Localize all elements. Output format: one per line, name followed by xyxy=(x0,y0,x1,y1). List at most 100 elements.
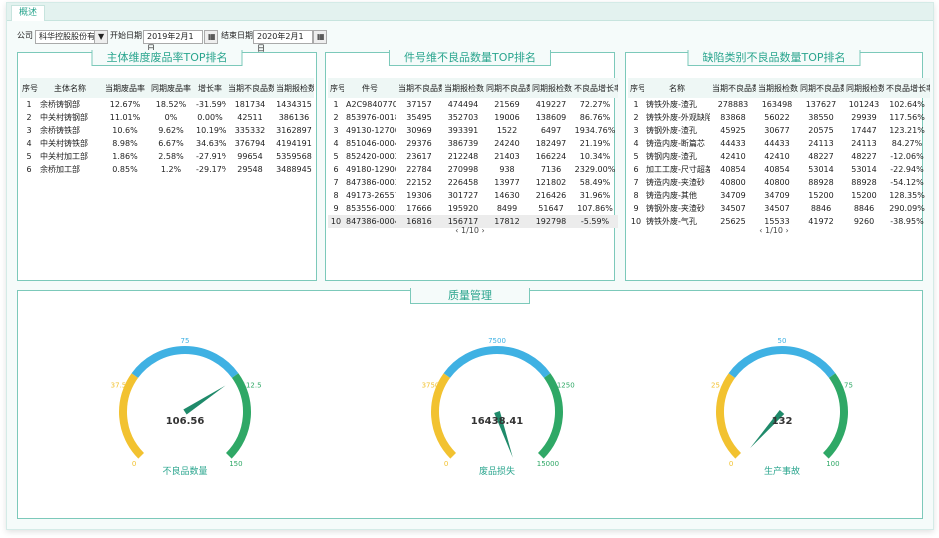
table-cell: 6 xyxy=(633,165,639,174)
table-row[interactable]: 6 余桥加工部 0.85% 1.2% -29.17% 29548 3488945 xyxy=(20,163,314,176)
table-cell: 847386-0004 xyxy=(344,215,396,228)
table-row[interactable]: 4 851046-0004 29376 386739 24240 182497 21.19% xyxy=(328,137,618,150)
table-cell: 3 xyxy=(633,126,639,135)
column-header: 名称 xyxy=(644,78,710,98)
table-cell: 3 xyxy=(333,126,339,135)
table-cell: 1 xyxy=(333,100,339,109)
table-row[interactable]: 4 铸造内废-断篇芯 44433 44433 24113 24113 84.27% xyxy=(628,137,930,150)
table-cell: 216426 xyxy=(535,191,567,200)
table-cell: 44433 xyxy=(720,139,746,148)
table-row[interactable]: 3 铸钢外废-渣孔 45925 30677 20575 17447 123.21% xyxy=(628,124,930,137)
table-cell: -29.17% xyxy=(196,165,226,174)
table-row[interactable]: 6 加工工废-尺寸超差 40854 40854 53014 53014 -22.94% xyxy=(628,163,930,176)
table-row[interactable]: 8 49173-26557 19306 301727 14630 216426 31.96% xyxy=(328,189,618,202)
gauge-tick xyxy=(456,446,463,453)
gauge-tick-label: 11250 xyxy=(552,381,574,389)
table-cell: 10.6% xyxy=(112,126,138,135)
table-cell: 中关村铸钢部 xyxy=(40,113,88,122)
table-row[interactable]: 3 49130-12700 30969 393391 1522 6497 1934.76% xyxy=(328,124,618,137)
table-cell: 386136 xyxy=(278,113,310,122)
table-cell: 铸钢内废-渣孔 xyxy=(646,152,697,161)
table-cell: 419227 xyxy=(535,100,567,109)
table-cell: 30677 xyxy=(764,126,790,135)
table-cell: 16816 xyxy=(396,215,442,228)
table-row[interactable]: 9 铸钢外废-夹渣砂 34507 34507 8846 8846 290.09% xyxy=(628,202,930,215)
column-header: 同期废品率 xyxy=(148,78,194,98)
table-cell: 29376 xyxy=(406,139,432,148)
header-row: 序号 件号 当期不良品数 当期报检数 同期不良品数 同期报检数 不良品增长率 xyxy=(328,78,618,98)
table-row[interactable]: 3 余桥铸铁部 10.6% 9.62% 10.19% 335332 3162897 xyxy=(20,124,314,137)
table-cell: 137627 xyxy=(805,100,837,109)
header-row: 序号 名称 当期不良品数 当期报检数 同期不良品数 同期报检数 不良品增长率 xyxy=(628,78,930,98)
table-cell: -5.59% xyxy=(572,215,618,228)
table-row[interactable]: 7 铸造内废-夹渣砂 40800 40800 88928 88928 -54.12% xyxy=(628,176,930,189)
gauge-pointer xyxy=(494,411,513,458)
panel-title: 件号维不良品数量TOP排名 xyxy=(388,50,552,66)
table-cell: 35495 xyxy=(406,113,432,122)
table-cell: 9 xyxy=(333,204,339,213)
column-header: 当期不良品数 xyxy=(226,78,274,98)
next-page[interactable]: › xyxy=(478,226,485,235)
column-header: 同期报检数 xyxy=(844,78,884,98)
table-cell: 376794 xyxy=(234,139,266,148)
end-date[interactable]: 2020年2月1日 xyxy=(253,30,313,53)
table-cell: 15533 xyxy=(764,217,790,226)
gauges: 0 37.5 75 112.5 150 106.56 不良品数量 0 3750 7500 11250… xyxy=(111,337,853,477)
table-cell: 2 xyxy=(333,113,339,122)
table-cell: 30969 xyxy=(406,126,432,135)
table-cell: 8 xyxy=(333,191,339,200)
table-row[interactable]: 1 A2C98407701 37157 474494 21569 419227 72.27% xyxy=(328,98,618,111)
table-row[interactable]: 8 铸造内废-其他 34709 34709 15200 15200 128.35% xyxy=(628,189,930,202)
calendar-button[interactable]: ▦ xyxy=(204,30,218,44)
table-cell: 中关村铸铁部 xyxy=(40,139,88,148)
table-row[interactable]: 5 852420-0002 23617 212248 21403 166224 10.34% xyxy=(328,150,618,163)
dropdown-arrow[interactable]: ▼ xyxy=(94,30,108,44)
gauge-tick xyxy=(541,389,550,394)
table-cell: 29548 xyxy=(237,165,263,174)
dashboard: 概述 公司 科华控股股份有限 ▼ 开始日期 2019年2月1日 ▦ 结束日期 2… xyxy=(6,2,934,530)
table-row[interactable]: 5 中关村加工部 1.86% 2.58% -27.91% 99654 5359568 xyxy=(20,150,314,163)
table-row[interactable]: 4 中关村铸铁部 8.98% 6.67% 34.63% 376794 4194191 xyxy=(20,137,314,150)
table-cell: 10 xyxy=(630,217,642,226)
table-panel: 缺陷类别不良品数量TOP排名 序号 名称 当期不良品数 当期报检数 同期不良品数 同期报检数… xyxy=(625,50,930,281)
table-row[interactable]: 10 铸铁外废-气孔 25625 15533 41972 9260 -38.95% xyxy=(628,215,930,228)
table-row[interactable]: 1 铸铁外废-渣孔 278883 163498 137627 101243 102.64% xyxy=(628,98,930,111)
table-cell: 38550 xyxy=(808,113,834,122)
table-cell: 19006 xyxy=(494,113,520,122)
table-cell: 22784 xyxy=(406,165,432,174)
table-cell: 9 xyxy=(633,204,639,213)
table-cell: 17812 xyxy=(484,215,530,228)
prev-page[interactable]: ‹ xyxy=(455,226,462,235)
table-row[interactable]: 10 847386-0004 16816 156717 17812 192798 -5.59… xyxy=(328,215,618,228)
gauge-band xyxy=(431,373,457,459)
table-row[interactable]: 5 铸钢内废-渣孔 42410 42410 48227 48227 -12.06% xyxy=(628,150,930,163)
table-cell: 2 xyxy=(26,113,32,122)
table-row[interactable]: 1 余桥铸钢部 12.67% 18.52% -31.59% 181734 1434315 xyxy=(20,98,314,111)
table-cell: 15200 xyxy=(808,191,834,200)
table-row[interactable]: 2 853976-0018 35495 352703 19006 138609 86.76% xyxy=(328,111,618,124)
table-cell: 49173-26557 xyxy=(346,191,396,200)
table-cell: 2329.00% xyxy=(574,165,616,174)
data-table: 序号 件号 当期不良品数 当期报检数 同期不良品数 同期报检数 不良品增长率 1 A2C9840… xyxy=(328,78,618,228)
table-cell: 3 xyxy=(26,126,32,135)
table-row[interactable]: 6 49180-12900 22784 270998 938 7136 2329.00% xyxy=(328,163,618,176)
tab[interactable]: 概述 xyxy=(11,5,45,21)
prev-page[interactable]: ‹ xyxy=(759,226,766,235)
start-date[interactable]: 2019年2月1日 xyxy=(143,30,203,53)
tab-bar: 概述 xyxy=(7,3,933,21)
gauge-tick-label: 0 xyxy=(132,460,136,468)
table-row[interactable]: 2 铸铁外废-外观缺陷 83868 56022 38550 29939 117.56% xyxy=(628,111,930,124)
calendar-button[interactable]: ▦ xyxy=(313,30,327,44)
table-cell: 53014 xyxy=(808,165,834,174)
data-table: 序号 主体名称 当期废品率 同期废品率 增长率 当期不良品数 当期报检数 1 余桥铸钢部 12.6… xyxy=(20,78,314,176)
gauge-band xyxy=(537,373,563,459)
table-cell: 18.52% xyxy=(155,100,187,109)
table-cell: 386739 xyxy=(447,139,479,148)
table-cell: 9.62% xyxy=(158,126,184,135)
table-row[interactable]: 7 847386-0003 22152 226458 13977 121802 58.49% xyxy=(328,176,618,189)
page-indicator: 1/10 xyxy=(461,226,479,235)
table-row[interactable]: 9 853556-0001 17666 195920 8499 51647 107.86% xyxy=(328,202,618,215)
column-header: 不良品增长率 xyxy=(884,78,930,98)
next-page[interactable]: › xyxy=(782,226,789,235)
table-row[interactable]: 2 中关村铸钢部 11.01% 0% 0.00% 42511 386136 xyxy=(20,111,314,124)
